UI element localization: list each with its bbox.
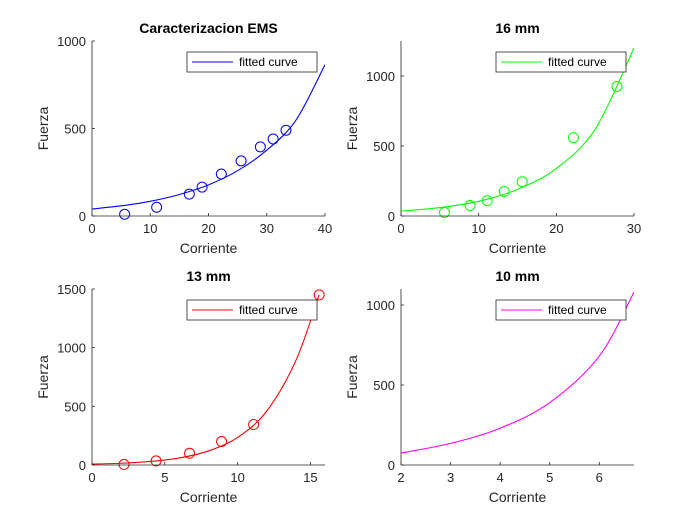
x-tick-label: 10 <box>230 470 244 485</box>
data-point <box>280 124 292 136</box>
y-tick-label: 1000 <box>366 298 395 313</box>
legend-label: fitted curve <box>548 55 607 69</box>
data-point <box>119 208 131 220</box>
y-tick-label: 1500 <box>57 282 86 297</box>
x-tick-label: 2 <box>397 470 404 485</box>
legend-box <box>186 51 318 73</box>
data-point <box>464 200 476 211</box>
x-tick-label: 0 <box>88 470 95 485</box>
chart-panel: 0 10 20 30 0 500 1000 16 mm Corriente Fuerza fitte… <box>344 20 641 256</box>
y-tick-label: 500 <box>64 122 86 137</box>
y-tick-label: 500 <box>373 139 395 154</box>
data-point <box>215 168 227 180</box>
data-point <box>498 186 510 197</box>
data-point <box>216 436 228 448</box>
x-tick-label: 4 <box>497 470 504 485</box>
y-tick-label: 500 <box>64 399 86 414</box>
data-point <box>254 141 266 153</box>
legend: fitted curve <box>186 299 318 321</box>
y-tick-label: 1000 <box>57 34 86 49</box>
chart-panel: 0 5 10 15 0 500 1000 1500 13 mm Corriente Fuerza fi… <box>35 268 325 505</box>
data-point <box>248 419 260 431</box>
legend-box <box>495 299 627 321</box>
x-axis-label: Corriente <box>489 489 547 505</box>
y-tick-label: 0 <box>79 209 86 224</box>
fitted-curve <box>401 47 634 212</box>
x-tick-label: 5 <box>546 470 553 485</box>
data-point <box>235 155 247 167</box>
x-axis-label: Corriente <box>180 489 238 505</box>
y-tick-label: 500 <box>373 378 395 393</box>
legend-label: fitted curve <box>548 303 607 317</box>
data-point <box>151 201 163 213</box>
legend: fitted curve <box>186 51 318 73</box>
fitted-curve <box>92 294 320 465</box>
data-point <box>183 188 195 200</box>
data-point <box>438 207 450 218</box>
x-axis-label: Corriente <box>489 240 547 256</box>
y-axis-label: Fuerza <box>35 355 51 399</box>
x-tick-label: 40 <box>318 221 332 236</box>
x-tick-label: 3 <box>447 470 454 485</box>
legend-box <box>186 299 318 321</box>
chart-panel: 2 3 4 5 6 0 500 1000 10 mm Corriente Fuerza fitted … <box>344 268 634 505</box>
y-axis-label: Fuerza <box>344 355 360 399</box>
legend-box <box>495 51 627 73</box>
x-tick-label: 30 <box>260 221 274 236</box>
legend: fitted curve <box>495 299 627 321</box>
chart-title: 16 mm <box>495 20 539 36</box>
data-point <box>611 81 623 92</box>
x-tick-label: 20 <box>549 221 563 236</box>
data-point <box>567 132 579 144</box>
y-tick-label: 0 <box>79 458 86 473</box>
data-point <box>481 195 493 207</box>
x-tick-label: 10 <box>143 221 157 236</box>
x-axis-label: Corriente <box>180 240 238 256</box>
chart-panel: 0 10 20 30 40 0 500 1000 Caracterizacion EMS Corr… <box>35 20 332 256</box>
y-tick-label: 1000 <box>366 69 395 84</box>
y-tick-label: 0 <box>388 209 395 224</box>
x-tick-label: 10 <box>471 221 485 236</box>
x-tick-label: 0 <box>397 221 404 236</box>
chart-title: Caracterizacion EMS <box>139 20 278 36</box>
data-point <box>184 447 196 459</box>
data-point <box>267 133 279 145</box>
x-tick-label: 5 <box>161 470 168 485</box>
x-tick-label: 6 <box>596 470 603 485</box>
y-tick-label: 0 <box>388 458 395 473</box>
chart-title: 13 mm <box>186 268 230 284</box>
x-tick-label: 0 <box>88 221 95 236</box>
data-point <box>118 458 130 470</box>
legend-label: fitted curve <box>239 55 298 69</box>
chart-title: 10 mm <box>495 268 539 284</box>
fitted-curve <box>401 291 634 454</box>
legend: fitted curve <box>495 51 627 73</box>
data-point <box>313 289 325 301</box>
data-point <box>516 176 528 188</box>
y-tick-label: 1000 <box>57 341 86 356</box>
fitted-curve <box>92 64 325 210</box>
y-axis-label: Fuerza <box>344 107 360 151</box>
data-point <box>196 181 208 193</box>
legend-label: fitted curve <box>239 303 298 317</box>
data-point <box>150 455 162 467</box>
x-tick-label: 20 <box>201 221 215 236</box>
x-tick-label: 30 <box>627 221 641 236</box>
y-axis-label: Fuerza <box>35 107 51 151</box>
x-tick-label: 15 <box>303 470 317 485</box>
